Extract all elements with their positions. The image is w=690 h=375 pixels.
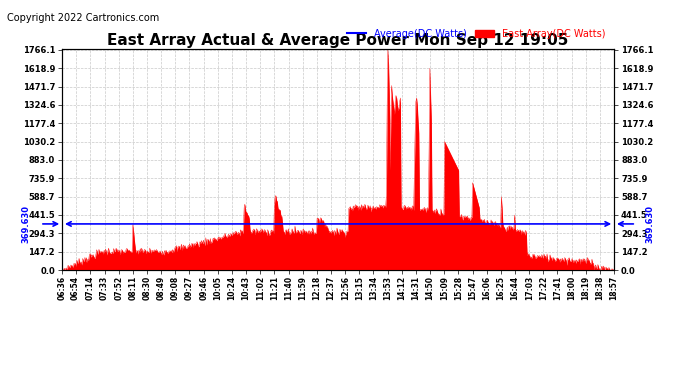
Legend: Average(DC Watts), East Array(DC Watts): Average(DC Watts), East Array(DC Watts) [343, 25, 609, 43]
Text: 369.630: 369.630 [645, 205, 655, 243]
Text: 369.630: 369.630 [21, 205, 31, 243]
Title: East Array Actual & Average Power Mon Sep 12 19:05: East Array Actual & Average Power Mon Se… [108, 33, 569, 48]
Text: Copyright 2022 Cartronics.com: Copyright 2022 Cartronics.com [7, 13, 159, 23]
